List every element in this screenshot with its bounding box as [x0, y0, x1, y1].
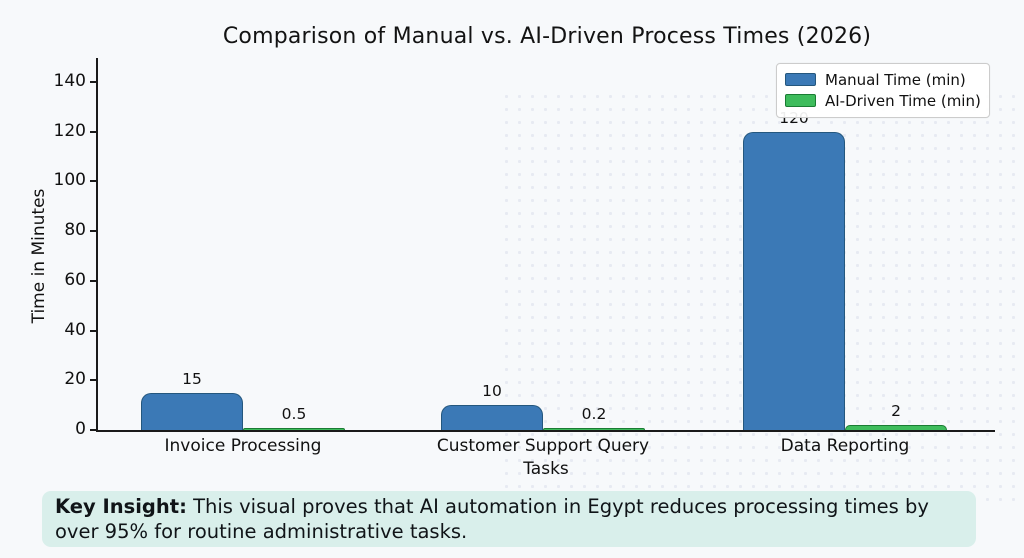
y-tick — [90, 81, 97, 83]
bar-manual — [141, 392, 243, 430]
y-tick — [90, 180, 97, 183]
y-tick-label: 60 — [64, 269, 86, 290]
y-tick — [90, 230, 97, 233]
y-tick — [90, 130, 97, 133]
insight-text: This visual proves that AI automation in… — [55, 495, 929, 543]
legend-label: AI-Driven Time (min) — [825, 91, 981, 110]
bar-manual — [743, 131, 845, 430]
bar-ai — [845, 425, 947, 430]
category-label: Invoice Processing — [164, 436, 322, 456]
legend-swatch-ai-icon — [785, 94, 816, 107]
bar-value-label: 0.5 — [281, 404, 307, 423]
bar-value-label: 10 — [482, 382, 502, 401]
chart-title: Comparison of Manual vs. AI-Driven Proce… — [222, 24, 872, 49]
y-tick-label: 0 — [75, 419, 86, 439]
y-tick — [90, 329, 97, 332]
y-axis-spine — [96, 58, 98, 432]
insight-box: Key Insight: This visual proves that AI … — [42, 491, 976, 547]
bar-value-label: 0.2 — [581, 404, 607, 423]
legend-swatch-manual-icon — [785, 73, 816, 86]
x-axis-spine — [96, 430, 995, 432]
y-tick-label: 100 — [53, 170, 86, 191]
bar-value-label: 2 — [891, 402, 901, 421]
bar-ai — [243, 427, 345, 430]
y-tick-label: 120 — [53, 120, 86, 141]
legend-item: AI-Driven Time (min) — [785, 90, 981, 111]
insight-label: Key Insight: — [55, 495, 187, 518]
y-tick — [90, 379, 97, 382]
bar-value-label: 15 — [182, 369, 202, 388]
y-tick-label: 140 — [53, 71, 86, 91]
bar-manual — [441, 405, 543, 430]
y-tick — [90, 429, 97, 431]
y-tick — [90, 279, 97, 282]
x-axis-label: Tasks — [523, 459, 569, 479]
bar-ai — [543, 427, 645, 430]
category-label: Data Reporting — [780, 436, 910, 456]
y-tick-label: 40 — [64, 319, 86, 340]
y-tick-label: 80 — [64, 220, 86, 241]
legend: Manual Time (min) AI-Driven Time (min) — [776, 63, 990, 118]
y-tick-label: 20 — [64, 369, 86, 390]
y-axis-label: Time in Minutes — [29, 188, 49, 324]
legend-label: Manual Time (min) — [825, 70, 966, 89]
category-label: Customer Support Query — [436, 436, 650, 456]
legend-item: Manual Time (min) — [785, 69, 979, 90]
